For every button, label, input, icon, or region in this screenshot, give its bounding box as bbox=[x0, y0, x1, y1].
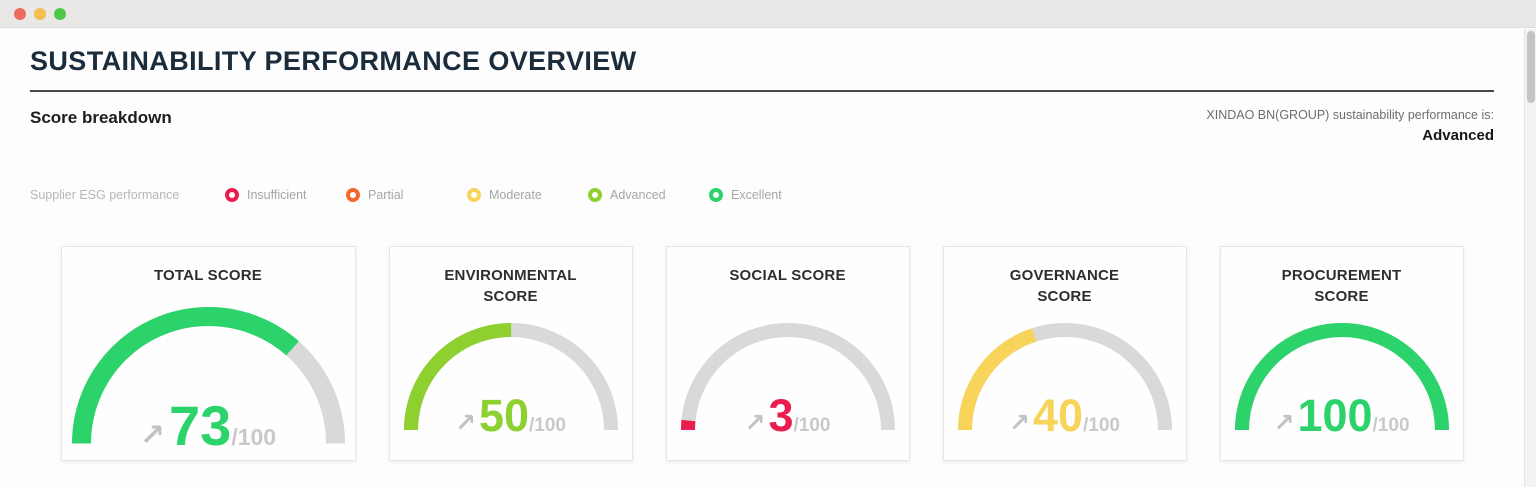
score-value: 73 bbox=[169, 394, 232, 457]
score-reading: ↗ 50 /100 bbox=[404, 390, 618, 442]
partial-ring-icon bbox=[346, 188, 360, 202]
close-window-button[interactable] bbox=[14, 7, 26, 20]
environmental-score-gauge bbox=[403, 323, 618, 431]
esg-legend: Supplier ESG performance Insufficient Pa… bbox=[30, 188, 1494, 202]
environmental-score-card: ENVIRONMENTAL SCORE ↗ 50 /100 bbox=[388, 246, 633, 461]
score-max: /100 bbox=[1083, 415, 1120, 436]
moderate-ring-icon bbox=[467, 188, 481, 202]
minimize-window-button[interactable] bbox=[34, 7, 46, 20]
section-title: Score breakdown bbox=[30, 108, 172, 127]
vertical-scrollbar[interactable] bbox=[1524, 29, 1536, 487]
card-title: TOTAL SCORE bbox=[153, 267, 263, 284]
performance-value: Advanced bbox=[1422, 127, 1494, 144]
scrollbar-thumb[interactable] bbox=[1526, 31, 1535, 103]
governance-score-gauge bbox=[957, 323, 1172, 431]
score-max: /100 bbox=[231, 424, 277, 450]
legend-item-label: Partial bbox=[368, 188, 404, 202]
card-title: SOCIAL SCORE bbox=[729, 267, 846, 284]
trend-up-icon: ↗ bbox=[139, 419, 166, 452]
score-max: /100 bbox=[1372, 415, 1410, 436]
performance-summary: XINDAO BN(GROUP) sustainability performa… bbox=[1206, 108, 1494, 144]
legend-item-insufficient: Insufficient bbox=[225, 188, 346, 202]
procurement-score-card: PROCUREMENT SCORE ↗ 100 /100 bbox=[1219, 246, 1464, 461]
legend-item-label: Moderate bbox=[489, 188, 542, 202]
page-title: SUSTAINABILITY PERFORMANCE OVERVIEW bbox=[30, 46, 1494, 92]
subheader: Score breakdown XINDAO BN(GROUP) sustain… bbox=[30, 108, 1494, 144]
legend-item-label: Advanced bbox=[610, 188, 666, 202]
legend-item-moderate: Moderate bbox=[467, 188, 588, 202]
governance-score-card: GOVERNANCE SCORE ↗ 40 /100 bbox=[942, 246, 1187, 461]
excellent-ring-icon bbox=[709, 188, 723, 202]
social-score-gauge bbox=[680, 323, 895, 431]
score-reading: ↗ 100 /100 bbox=[1235, 390, 1449, 442]
score-max: /100 bbox=[529, 415, 566, 436]
score-reading: ↗ 3 /100 bbox=[681, 390, 895, 442]
trend-up-icon: ↗ bbox=[744, 409, 766, 437]
total-score-gauge bbox=[71, 307, 345, 444]
insufficient-ring-icon bbox=[225, 188, 239, 202]
legend-item-excellent: Excellent bbox=[709, 188, 830, 202]
total-score-card: TOTAL SCORE ↗ 73 /100 bbox=[60, 246, 356, 461]
legend-item-advanced: Advanced bbox=[588, 188, 709, 202]
legend-item-label: Excellent bbox=[731, 188, 782, 202]
maximize-window-button[interactable] bbox=[54, 7, 66, 20]
score-value: 50 bbox=[478, 390, 530, 441]
window-titlebar bbox=[0, 0, 1536, 28]
score-value: 100 bbox=[1297, 390, 1373, 441]
card-title: ENVIRONMENTAL SCORE bbox=[444, 267, 577, 305]
social-score-card: SOCIAL SCORE ↗ 3 /100 bbox=[665, 246, 910, 461]
score-cards-row: TOTAL SCORE ↗ 73 /100 ENVIRONMENTAL SCOR… bbox=[30, 246, 1494, 461]
score-value: 3 bbox=[768, 390, 794, 441]
legend-title: Supplier ESG performance bbox=[30, 188, 180, 202]
legend-item-partial: Partial bbox=[346, 188, 467, 202]
legend-item-label: Insufficient bbox=[247, 188, 307, 202]
procurement-score-gauge bbox=[1234, 323, 1449, 431]
card-title: GOVERNANCE SCORE bbox=[1009, 267, 1120, 305]
score-reading: ↗ 40 /100 bbox=[958, 390, 1172, 442]
score-reading: ↗ 73 /100 bbox=[72, 393, 345, 458]
trend-up-icon: ↗ bbox=[455, 409, 476, 437]
performance-label: XINDAO BN(GROUP) sustainability performa… bbox=[1206, 108, 1494, 122]
trend-up-icon: ↗ bbox=[1273, 409, 1295, 437]
card-title: PROCUREMENT SCORE bbox=[1281, 267, 1402, 305]
main-content: SUSTAINABILITY PERFORMANCE OVERVIEW Scor… bbox=[0, 28, 1536, 461]
score-max: /100 bbox=[793, 415, 831, 436]
trend-up-icon: ↗ bbox=[1009, 409, 1030, 437]
advanced-ring-icon bbox=[588, 188, 602, 202]
score-value: 40 bbox=[1032, 390, 1084, 441]
